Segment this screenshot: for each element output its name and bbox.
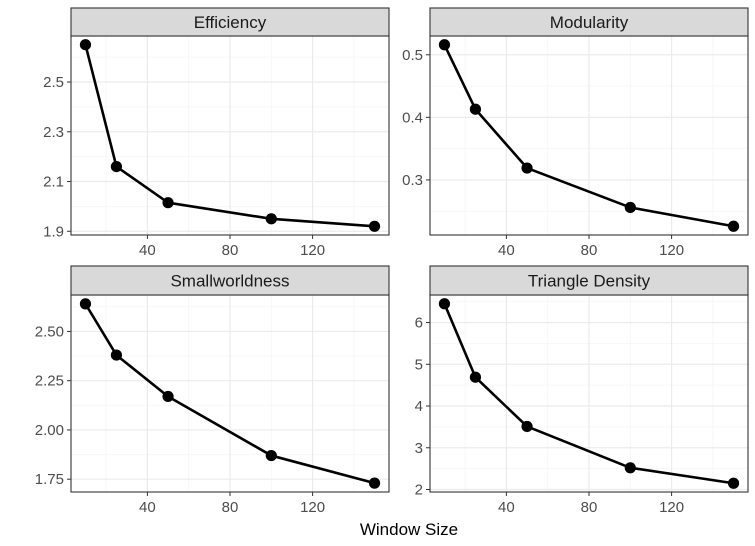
y-tick-label: 2.1 <box>43 174 64 191</box>
data-point <box>79 39 92 51</box>
y-tick-label: 2.50 <box>35 323 64 340</box>
strip-title: Modularity <box>550 13 629 32</box>
data-point <box>265 449 277 462</box>
y-tick-label: 0.3 <box>402 172 423 189</box>
y-tick-label: 1.75 <box>35 471 64 488</box>
panel-1: Efficiency 1.9 2.1 2.3 2.5 40 80 120 <box>43 7 390 259</box>
data-point <box>438 298 451 310</box>
y-tick-label: 4 <box>415 398 423 415</box>
data-point <box>624 201 636 214</box>
data-point <box>727 220 740 232</box>
data-point <box>79 298 92 310</box>
x-axis-title: Window Size <box>360 520 458 539</box>
strip-background <box>429 265 749 296</box>
strip-title: Smallworldness <box>170 272 289 291</box>
panel-4: Triangle Density 2 3 4 5 6 40 80 120 <box>415 265 749 516</box>
x-tick-label: 80 <box>581 499 598 516</box>
x-tick-label: 80 <box>581 242 598 259</box>
strip-background <box>429 7 749 37</box>
y-tick-label: 5 <box>415 356 423 373</box>
data-point <box>162 197 174 209</box>
panel-2: Modularity 0.3 0.4 0.5 40 80 120 <box>402 7 749 259</box>
strip-background <box>70 265 390 296</box>
y-tick-label: 1.9 <box>43 223 64 240</box>
strip-title: Efficiency <box>194 13 267 32</box>
x-tick-label: 80 <box>222 499 239 516</box>
y-tick-label: 3 <box>415 440 423 457</box>
data-point <box>521 162 533 174</box>
data-point <box>368 477 381 489</box>
x-tick-label: 120 <box>300 499 325 516</box>
y-tick-label: 0.5 <box>402 47 423 64</box>
data-point <box>521 420 533 433</box>
y-tick-label: 2.25 <box>35 373 64 390</box>
data-point <box>624 462 636 474</box>
x-tick-label: 80 <box>222 242 239 259</box>
data-point <box>265 213 277 225</box>
y-tick-label: 0.4 <box>402 109 423 126</box>
y-tick-label: 2.5 <box>43 74 64 91</box>
panels-layer: Efficiency 1.9 2.1 2.3 2.5 40 80 120 Modularity 0… <box>35 7 749 516</box>
data-point <box>110 349 123 361</box>
x-tick-label: 40 <box>139 242 156 259</box>
x-tick-label: 120 <box>659 242 684 259</box>
x-tick-label: 40 <box>498 499 515 516</box>
data-point <box>162 390 174 403</box>
x-tick-label: 40 <box>139 499 156 516</box>
data-point <box>727 477 740 489</box>
strip-background <box>70 7 390 37</box>
panel-3: Smallworldness 1.75 2.00 2.25 2.50 40 80 120 <box>35 265 390 516</box>
data-point <box>368 220 381 232</box>
y-tick-label: 2 <box>415 481 423 498</box>
y-tick-label: 6 <box>415 315 423 332</box>
strip-title: Triangle Density <box>528 272 651 291</box>
data-point <box>110 160 123 173</box>
x-tick-label: 40 <box>498 242 515 259</box>
data-point <box>469 371 482 383</box>
x-tick-label: 120 <box>659 499 684 516</box>
y-tick-label: 2.00 <box>35 422 64 439</box>
x-tick-label: 120 <box>300 242 325 259</box>
data-point <box>469 103 482 115</box>
data-point <box>438 39 451 51</box>
y-tick-label: 2.3 <box>43 124 64 141</box>
